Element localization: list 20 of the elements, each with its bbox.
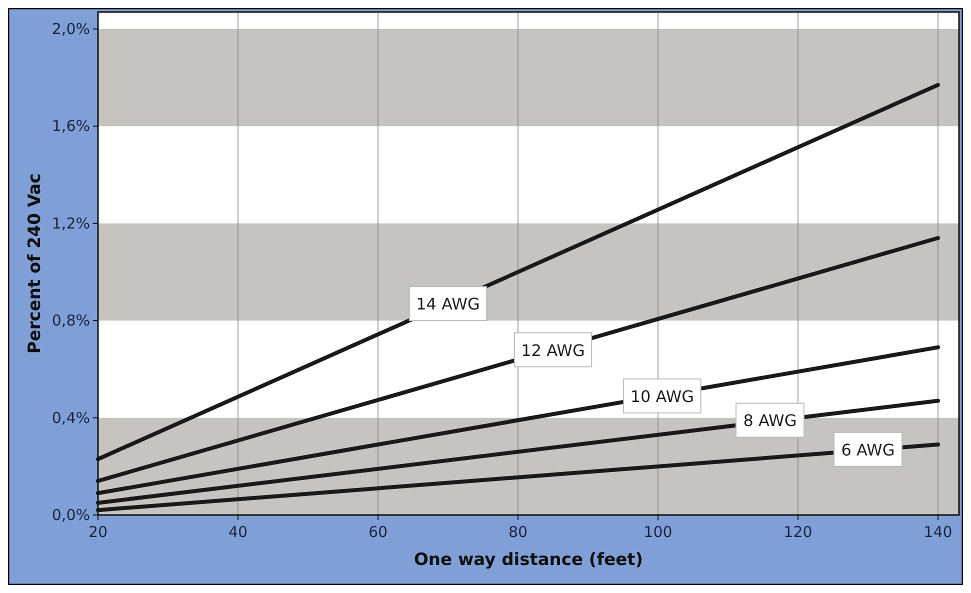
- y-tick-label: 0,8%: [52, 312, 90, 330]
- x-axis-title: One way distance (feet): [414, 550, 644, 570]
- x-tick-label: 60: [368, 523, 388, 541]
- x-tick-label: 140: [924, 523, 952, 541]
- x-tick-label: 40: [228, 523, 248, 541]
- x-tick-label: 80: [508, 523, 528, 541]
- annotation: 6 AWG: [841, 440, 895, 460]
- x-tick-label: 100: [644, 523, 672, 541]
- x-tick-label: 120: [784, 523, 812, 541]
- annotation: 8 AWG: [743, 411, 797, 430]
- annotation: 14 AWG: [416, 294, 480, 314]
- y-tick-label: 0,4%: [52, 408, 90, 427]
- annotation: 12 AWG: [521, 340, 585, 360]
- y-tick-label: 1,6%: [52, 117, 90, 136]
- annotation: 10 AWG: [630, 386, 694, 406]
- y-tick-label: 2,0%: [52, 20, 90, 38]
- y-axis-title: Percent of 240 Vac: [25, 173, 45, 354]
- y-tick-label: 1,2%: [52, 214, 90, 232]
- y-tick-label: 0,0%: [52, 506, 90, 524]
- x-tick-label: 20: [88, 523, 108, 541]
